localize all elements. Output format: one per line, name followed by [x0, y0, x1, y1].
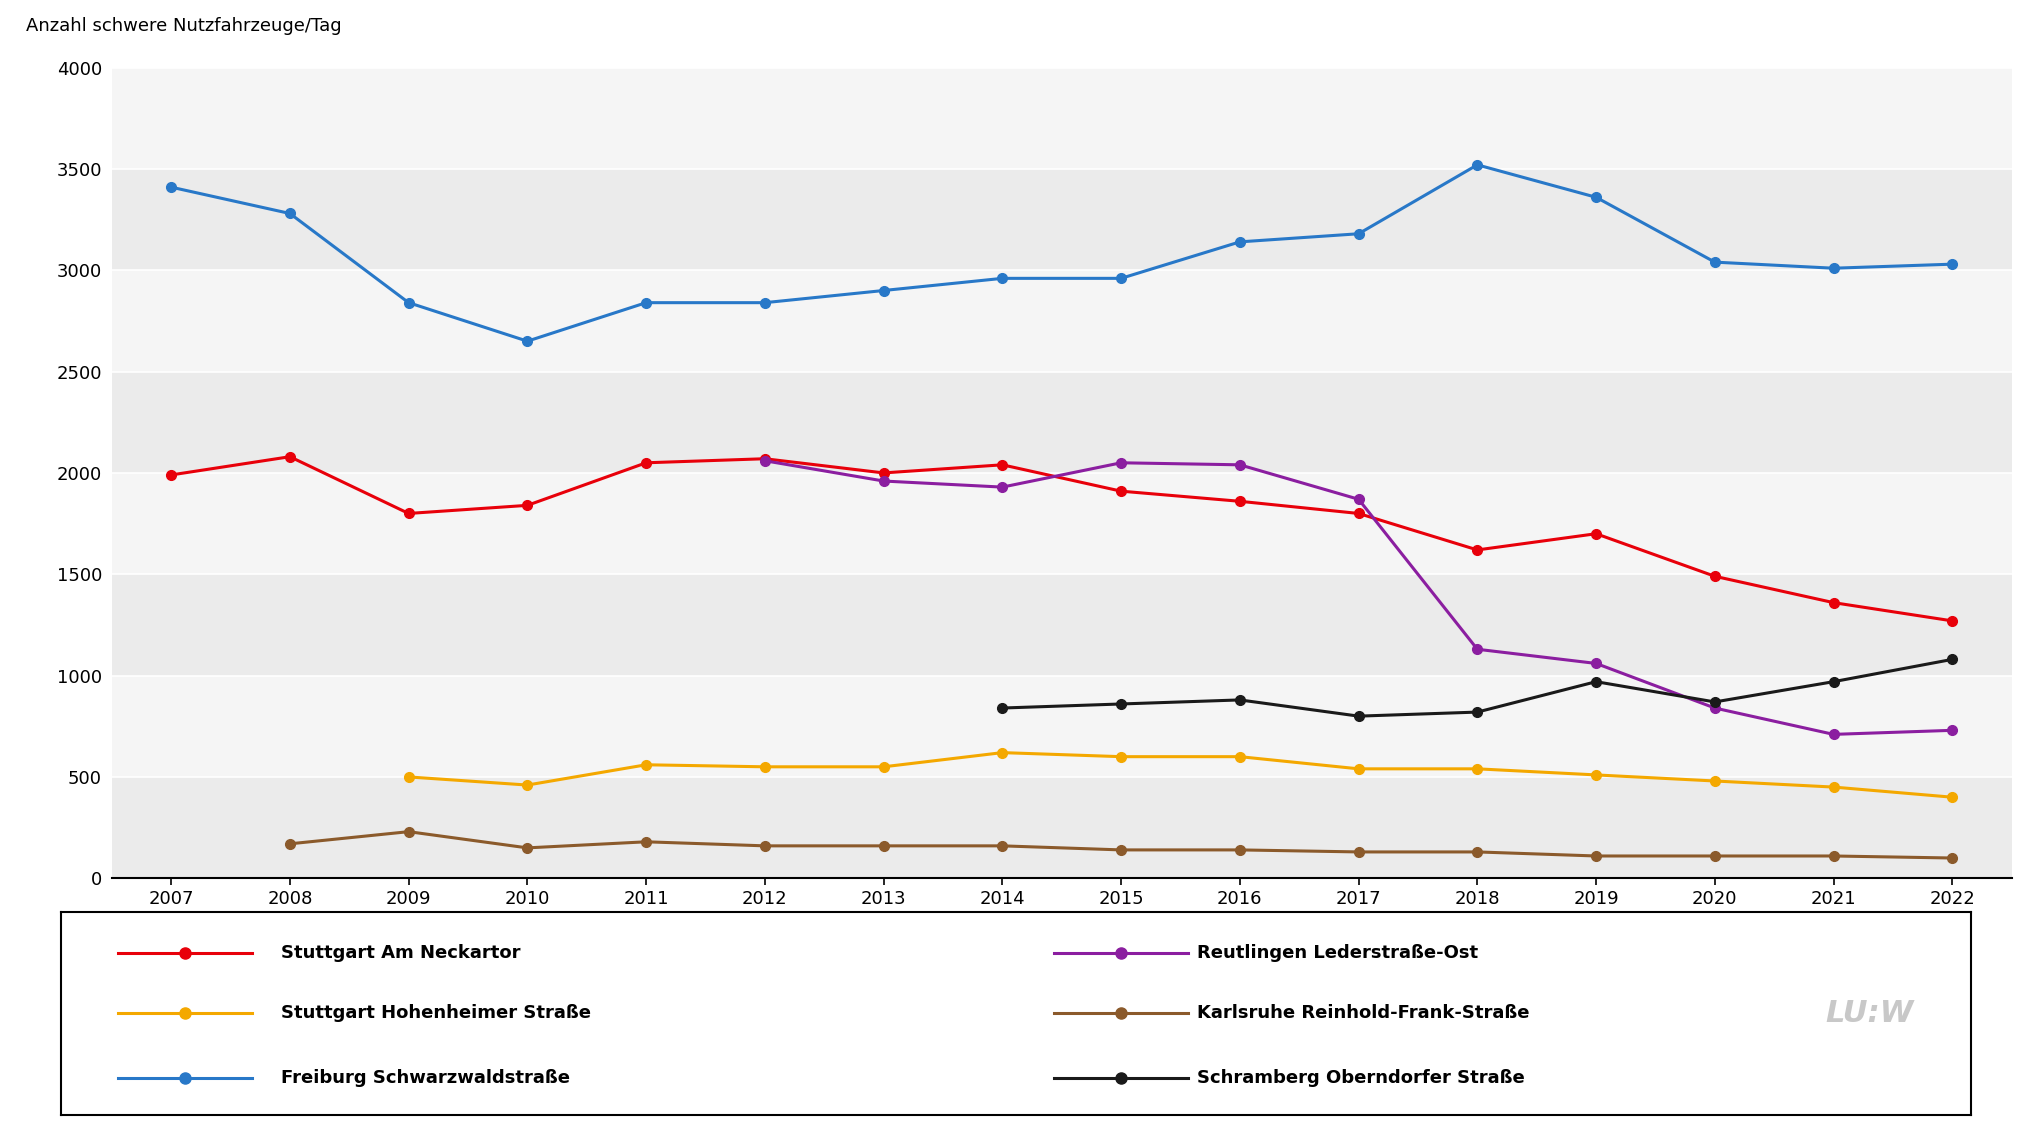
Text: Stuttgart Am Neckartor: Stuttgart Am Neckartor [280, 944, 520, 962]
Text: Schramberg Oberndorfer Straße: Schramberg Oberndorfer Straße [1197, 1070, 1526, 1088]
Text: Karlsruhe Reinhold-Frank-Straße: Karlsruhe Reinhold-Frank-Straße [1197, 1004, 1530, 1022]
Text: Reutlingen Lederstraße-Ost: Reutlingen Lederstraße-Ost [1197, 944, 1479, 962]
Bar [112, 574, 2012, 676]
Text: Stuttgart Hohenheimer Straße: Stuttgart Hohenheimer Straße [280, 1004, 591, 1022]
Bar [112, 473, 2012, 574]
Bar [112, 777, 2012, 878]
Bar [112, 169, 2012, 270]
Text: LU:W: LU:W [1825, 999, 1914, 1028]
Bar [112, 270, 2012, 372]
Bar [112, 372, 2012, 473]
Text: Anzahl schwere Nutzfahrzeuge/Tag: Anzahl schwere Nutzfahrzeuge/Tag [26, 17, 341, 35]
Bar [112, 676, 2012, 777]
Text: Freiburg Schwarzwaldstraße: Freiburg Schwarzwaldstraße [280, 1070, 569, 1088]
Bar [112, 68, 2012, 169]
